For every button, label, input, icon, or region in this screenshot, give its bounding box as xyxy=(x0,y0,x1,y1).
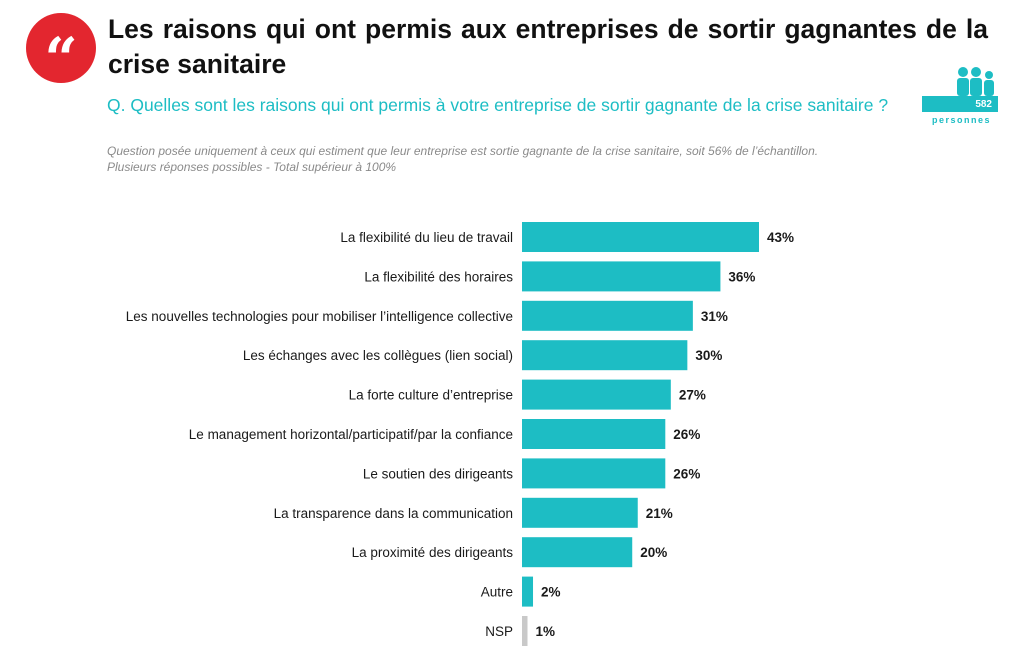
category-label: La flexibilité du lieu de travail xyxy=(340,230,513,245)
value-label: 2% xyxy=(541,585,561,600)
bar xyxy=(522,300,693,331)
bar xyxy=(522,419,666,449)
category-label: Autre xyxy=(481,585,513,600)
category-label: Le management horizontal/participatif/pa… xyxy=(189,427,513,442)
category-label: La flexibilité des horaires xyxy=(364,269,513,284)
value-label: 43% xyxy=(767,230,794,245)
bar xyxy=(522,537,633,568)
note-line-2: Plusieurs réponses possibles - Total sup… xyxy=(107,160,397,174)
bar xyxy=(522,458,666,489)
bar xyxy=(522,616,528,646)
bar xyxy=(522,222,759,252)
note-line-1: Question posée uniquement à ceux qui est… xyxy=(107,144,819,158)
category-label: Les échanges avec les collègues (lien so… xyxy=(243,348,513,363)
sample-count: 582 xyxy=(975,99,992,110)
question-note: Question posée uniquement à ceux qui est… xyxy=(107,143,907,175)
bar xyxy=(522,340,688,371)
value-label: 26% xyxy=(673,466,700,481)
quote-glyph: “ xyxy=(44,25,78,93)
page-title: Les raisons qui ont permis aux entrepris… xyxy=(108,14,988,79)
category-label: La transparence dans la communication xyxy=(274,506,513,521)
bar xyxy=(522,379,671,410)
value-label: 20% xyxy=(640,545,667,560)
value-label: 26% xyxy=(673,427,700,442)
category-label: La proximité des dirigeants xyxy=(352,545,514,560)
bar xyxy=(522,261,721,292)
bar xyxy=(522,576,534,607)
question-text: Q. Quelles sont les raisons qui ont perm… xyxy=(107,95,889,115)
value-label: 21% xyxy=(646,506,673,521)
value-label: 31% xyxy=(701,309,728,324)
category-label: NSP xyxy=(485,624,513,639)
sample-label: personnes xyxy=(932,115,992,125)
sample-size-badge: 582 personnes xyxy=(920,64,1000,128)
value-label: 36% xyxy=(728,269,755,284)
category-label: Les nouvelles technologies pour mobilise… xyxy=(126,309,513,324)
category-label: La forte culture d’entreprise xyxy=(349,388,513,403)
bar xyxy=(522,497,638,528)
bar-chart: La flexibilité du lieu de travail 43% La f… xyxy=(126,222,794,646)
value-label: 1% xyxy=(536,624,556,639)
people-icon xyxy=(922,67,998,112)
category-label: Le soutien des dirigeants xyxy=(363,466,513,481)
value-label: 30% xyxy=(695,348,722,363)
value-label: 27% xyxy=(679,388,706,403)
quote-badge-icon: “ xyxy=(26,13,96,88)
